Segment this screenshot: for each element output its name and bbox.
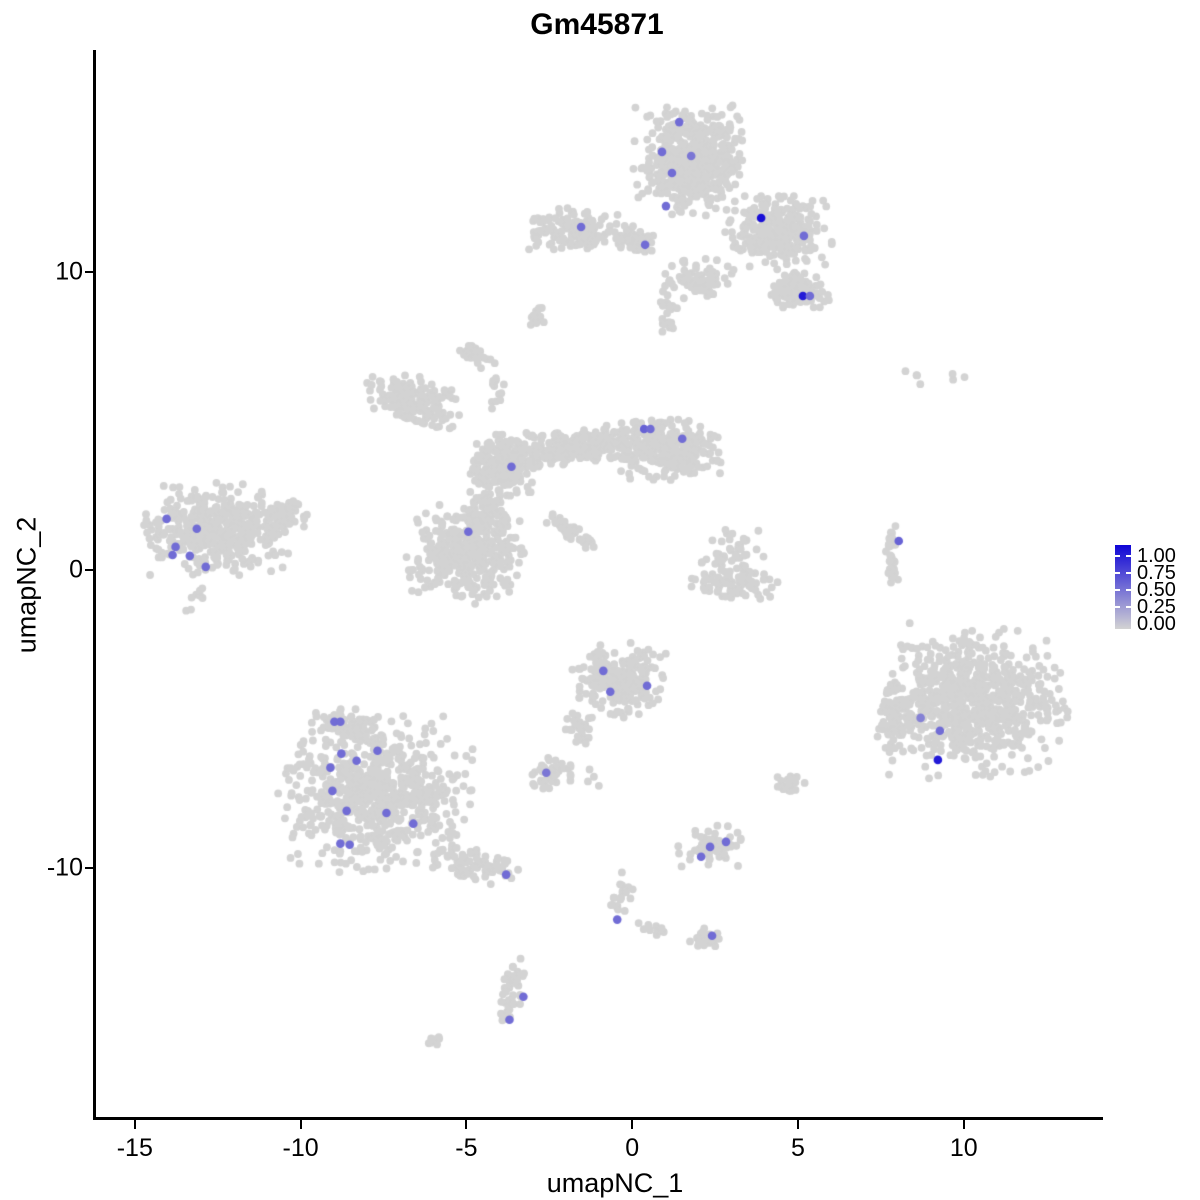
colorbar-gradient xyxy=(1115,545,1131,629)
x-tick-label: -10 xyxy=(282,1134,319,1162)
x-axis-line xyxy=(93,1117,1103,1120)
x-tick-label: 10 xyxy=(949,1134,978,1162)
colorbar-tick xyxy=(1126,555,1131,557)
colorbar-tick xyxy=(1115,589,1120,591)
x-tick-mark xyxy=(631,1120,634,1129)
colorbar-label: 0.25 xyxy=(1137,596,1176,618)
y-axis-line xyxy=(93,50,96,1120)
x-tick-mark xyxy=(133,1120,136,1129)
x-tick-mark xyxy=(465,1120,468,1129)
expression-colorbar-legend: 1.00 0.75 0.50 0.25 0.00 xyxy=(1113,543,1200,635)
colorbar-label: 0.00 xyxy=(1137,613,1176,635)
colorbar-tick xyxy=(1115,606,1120,608)
x-tick-label: 0 xyxy=(625,1134,640,1162)
x-tick-label: 5 xyxy=(790,1134,805,1162)
y-tick-label: -10 xyxy=(46,853,83,882)
colorbar-tick xyxy=(1126,572,1131,574)
colorbar-tick xyxy=(1115,555,1120,557)
x-tick-label: -5 xyxy=(455,1134,478,1162)
x-tick-mark xyxy=(796,1120,799,1129)
x-axis-title: umapNC_1 xyxy=(546,1168,684,1198)
y-axis-title: umapNC_2 xyxy=(11,516,42,654)
y-tick-mark xyxy=(85,568,94,571)
x-tick-mark xyxy=(962,1120,965,1129)
colorbar-label: 0.50 xyxy=(1137,579,1176,601)
colorbar-tick xyxy=(1126,606,1131,608)
y-tick-mark xyxy=(85,270,94,273)
colorbar-tick xyxy=(1126,589,1131,591)
x-tick-label: -15 xyxy=(116,1134,153,1162)
y-tick-label: 0 xyxy=(69,555,83,584)
plot-title: Gm45871 xyxy=(530,8,664,41)
colorbar-tick xyxy=(1115,572,1120,574)
x-tick-mark xyxy=(299,1120,302,1129)
y-tick-label: 10 xyxy=(55,257,83,286)
colorbar-label: 1.00 xyxy=(1137,545,1176,567)
colorbar-label: 0.75 xyxy=(1137,562,1176,584)
y-tick-mark xyxy=(85,866,94,869)
